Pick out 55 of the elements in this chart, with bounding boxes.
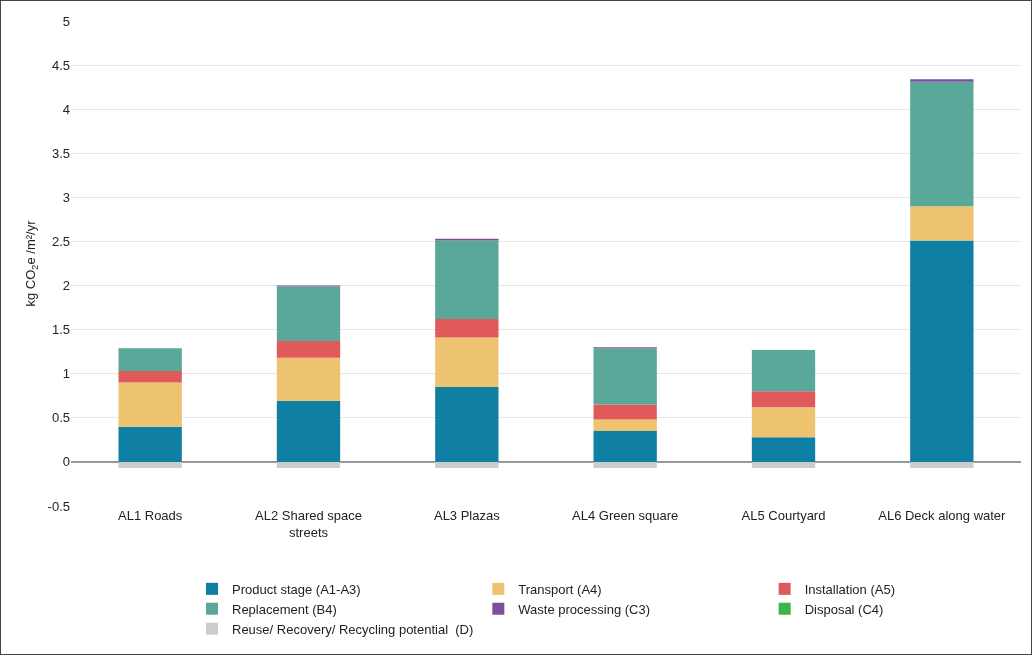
x-tick-label: AL4 Green square <box>572 508 679 523</box>
y-tick-label: 3.5 <box>51 145 70 161</box>
bar <box>593 348 657 405</box>
bar <box>751 407 816 438</box>
legend-label: Disposal (C4) <box>804 601 884 617</box>
y-tick-label: 1 <box>62 366 70 382</box>
y-tick-label: 2 <box>62 278 70 294</box>
x-tick-label: AL6 Deck along water <box>878 508 1007 523</box>
bar <box>435 386 499 462</box>
legend-label: Reuse/ Recovery/ Recycling potential (D) <box>232 621 474 637</box>
bar <box>910 79 974 82</box>
bar <box>593 404 657 420</box>
legend-label: Waste processing (C3) <box>518 601 651 617</box>
bar <box>910 81 974 207</box>
bar <box>435 337 499 387</box>
bar <box>435 319 499 338</box>
bar <box>118 348 182 372</box>
y-tick-label: -0.5 <box>47 498 70 514</box>
y-tick-label: 0.5 <box>51 410 70 426</box>
bar <box>276 286 341 342</box>
bar <box>276 341 341 358</box>
bar <box>751 437 816 462</box>
bar <box>910 206 974 241</box>
x-tick-label: AL1 Roads <box>118 508 183 523</box>
bar <box>276 401 341 462</box>
y-tick-label: 0 <box>62 454 70 470</box>
bar <box>118 382 182 427</box>
bar <box>118 426 182 462</box>
bar <box>910 240 974 462</box>
bar <box>593 431 657 462</box>
bar <box>751 349 816 392</box>
legend-label: Transport (A4) <box>518 581 602 597</box>
bar <box>118 461 182 469</box>
bar <box>118 371 182 383</box>
bar <box>276 461 341 469</box>
bar <box>435 461 499 469</box>
y-tick-label: 4.5 <box>51 57 70 73</box>
bar <box>276 357 341 402</box>
y-tick-label: 4 <box>62 101 70 117</box>
bar <box>751 391 816 408</box>
y-tick-label: 2.5 <box>51 234 70 249</box>
bar <box>435 240 499 320</box>
x-tick-label: AL2 Shared space streets <box>255 508 362 540</box>
legend-label: Product stage (A1-A3) <box>232 581 361 597</box>
bar <box>593 461 657 469</box>
y-tick-label: 5 <box>62 13 70 29</box>
legend-label: Installation (A5) <box>804 581 895 597</box>
bar <box>910 461 974 469</box>
legend-label: Replacement (B4) <box>232 601 337 617</box>
x-tick-label: AL3 Plazas <box>433 508 501 523</box>
y-tick-label: 1.5 <box>51 322 70 338</box>
x-tick-label: AL5 Courtyard <box>741 508 826 523</box>
bar <box>751 461 816 469</box>
y-tick-label: 3 <box>62 189 70 205</box>
bar <box>593 419 657 432</box>
